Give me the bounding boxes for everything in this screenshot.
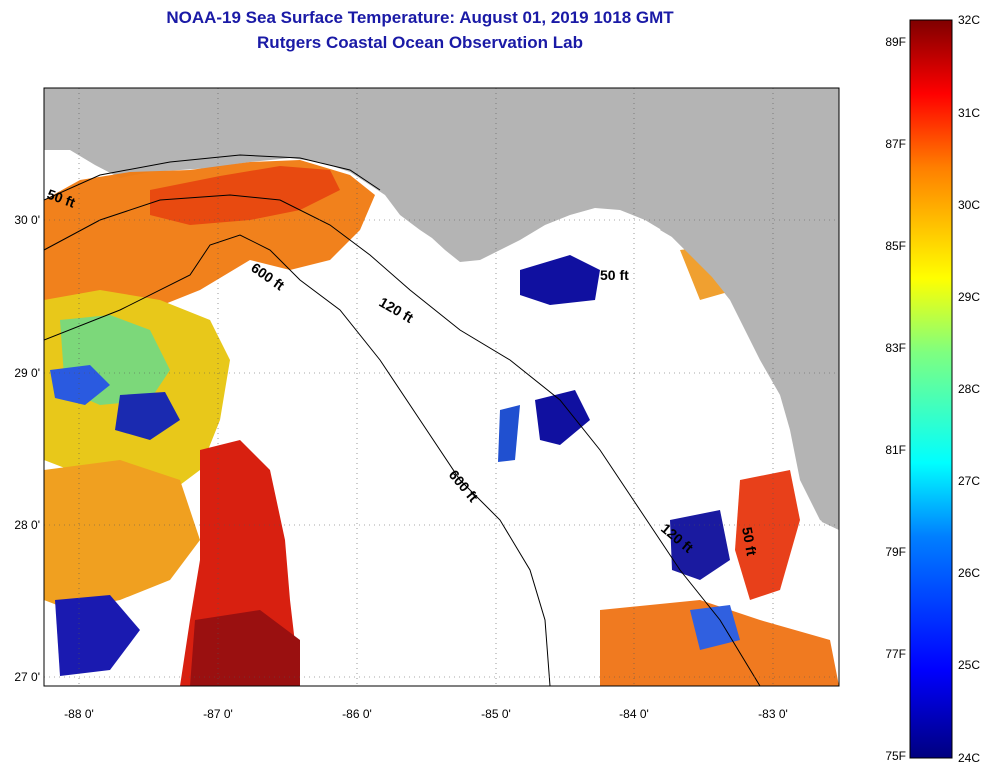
colorbar-f-label: 83F: [885, 341, 906, 355]
colorbar-f-label: 87F: [885, 137, 906, 151]
x-tick-label: -85 0': [481, 707, 511, 721]
colorbar-f-label: 81F: [885, 443, 906, 457]
x-tick-label: -84 0': [619, 707, 649, 721]
map-subtitle: Rutgers Coastal Ocean Observation Lab: [257, 33, 583, 52]
land-panhandle: [44, 88, 839, 530]
y-tick-label: 29 0': [14, 366, 40, 380]
colorbar-c-label: 29C: [958, 290, 980, 304]
colorbar: [909, 19, 953, 759]
colorbar-f-label: 89F: [885, 35, 906, 49]
sst-field: [44, 88, 839, 686]
x-tick-label: -83 0': [758, 707, 788, 721]
map-title: NOAA-19 Sea Surface Temperature: August …: [166, 8, 674, 27]
colorbar-c-label: 25C: [958, 658, 980, 672]
x-tick-label: -88 0': [64, 707, 94, 721]
map-frame: [43, 87, 840, 687]
contour-label: 50 ft: [739, 526, 760, 557]
colorbar-c-label: 26C: [958, 566, 980, 580]
y-tick-label: 30 0': [14, 213, 40, 227]
y-tick-label: 27 0': [14, 670, 40, 684]
y-tick-label: 28 0': [14, 518, 40, 532]
x-tick-label: -86 0': [342, 707, 372, 721]
contour-label: 50 ft: [600, 267, 629, 283]
colorbar-c-label: 30C: [958, 198, 980, 212]
colorbar-c-label: 24C: [958, 751, 980, 765]
colorbar-c-label: 27C: [958, 474, 980, 488]
colorbar-f-label: 79F: [885, 545, 906, 559]
x-tick-label: -87 0': [203, 707, 233, 721]
colorbar-c-label: 28C: [958, 382, 980, 396]
colorbar-c-label: 31C: [958, 106, 980, 120]
colorbar-f-label: 75F: [885, 749, 906, 763]
colorbar-c-label: 32C: [958, 13, 980, 27]
colorbar-f-label: 77F: [885, 647, 906, 661]
colorbar-f-label: 85F: [885, 239, 906, 253]
